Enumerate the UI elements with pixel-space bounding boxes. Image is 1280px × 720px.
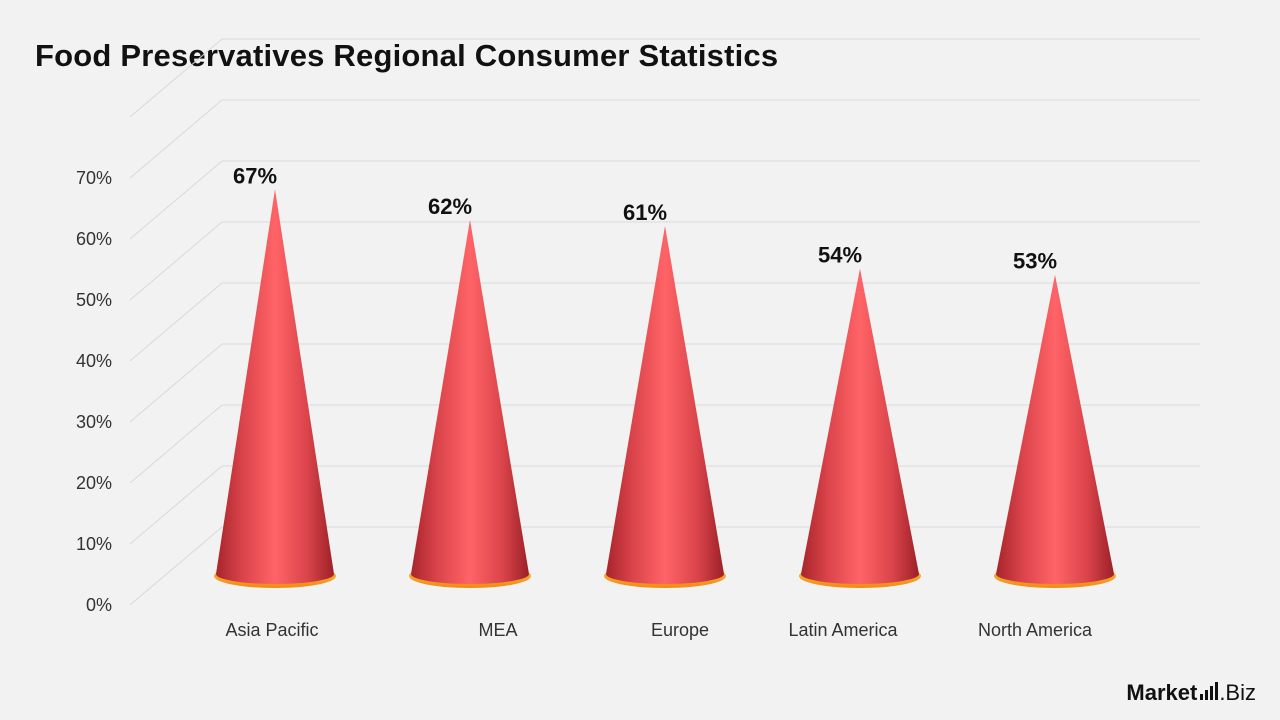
gridline-depth bbox=[129, 404, 223, 484]
gridline-depth bbox=[129, 38, 223, 118]
gridline-depth bbox=[129, 99, 223, 179]
data-label: 62% bbox=[428, 194, 472, 219]
y-tick-label: 20% bbox=[76, 473, 112, 493]
logo-text-tail: .Biz bbox=[1219, 680, 1256, 705]
cone-body bbox=[606, 225, 724, 584]
cone-bar bbox=[214, 189, 336, 588]
cone-bar bbox=[799, 268, 921, 588]
data-label: 53% bbox=[1013, 249, 1057, 274]
cone-body bbox=[216, 189, 334, 585]
cone-body bbox=[411, 219, 529, 585]
gridline-depth bbox=[129, 465, 223, 545]
cone-bar bbox=[994, 274, 1116, 588]
y-tick-label: 70% bbox=[76, 168, 112, 188]
y-tick-label: 40% bbox=[76, 351, 112, 371]
data-label: 61% bbox=[623, 200, 667, 225]
gridline-depth bbox=[129, 282, 223, 362]
x-tick-label: Asia Pacific bbox=[225, 620, 318, 640]
logo-bars-icon bbox=[1198, 682, 1219, 700]
cone-body bbox=[801, 268, 919, 584]
logo-text-bold: Market bbox=[1126, 680, 1198, 705]
x-tick-label: North America bbox=[978, 620, 1093, 640]
data-label: 67% bbox=[233, 163, 277, 188]
gridline-depth bbox=[129, 221, 223, 301]
y-tick-label: 60% bbox=[76, 229, 112, 249]
x-tick-label: Latin America bbox=[788, 620, 898, 640]
x-tick-label: MEA bbox=[478, 620, 517, 640]
x-tick-label: Europe bbox=[651, 620, 709, 640]
gridline-depth bbox=[129, 343, 223, 423]
y-tick-label: 0% bbox=[86, 595, 112, 615]
cone-body bbox=[996, 274, 1114, 584]
gridline-depth bbox=[129, 160, 223, 240]
y-tick-label: 50% bbox=[76, 290, 112, 310]
y-tick-label: 30% bbox=[76, 412, 112, 432]
chart-title: Food Preservatives Regional Consumer Sta… bbox=[35, 38, 779, 73]
y-tick-label: 10% bbox=[76, 534, 112, 554]
data-label: 54% bbox=[818, 243, 862, 268]
gridline-depth bbox=[129, 526, 223, 606]
brand-logo: Market .Biz bbox=[1126, 680, 1256, 706]
cone-bar bbox=[604, 225, 726, 588]
cone-bar bbox=[409, 219, 531, 588]
